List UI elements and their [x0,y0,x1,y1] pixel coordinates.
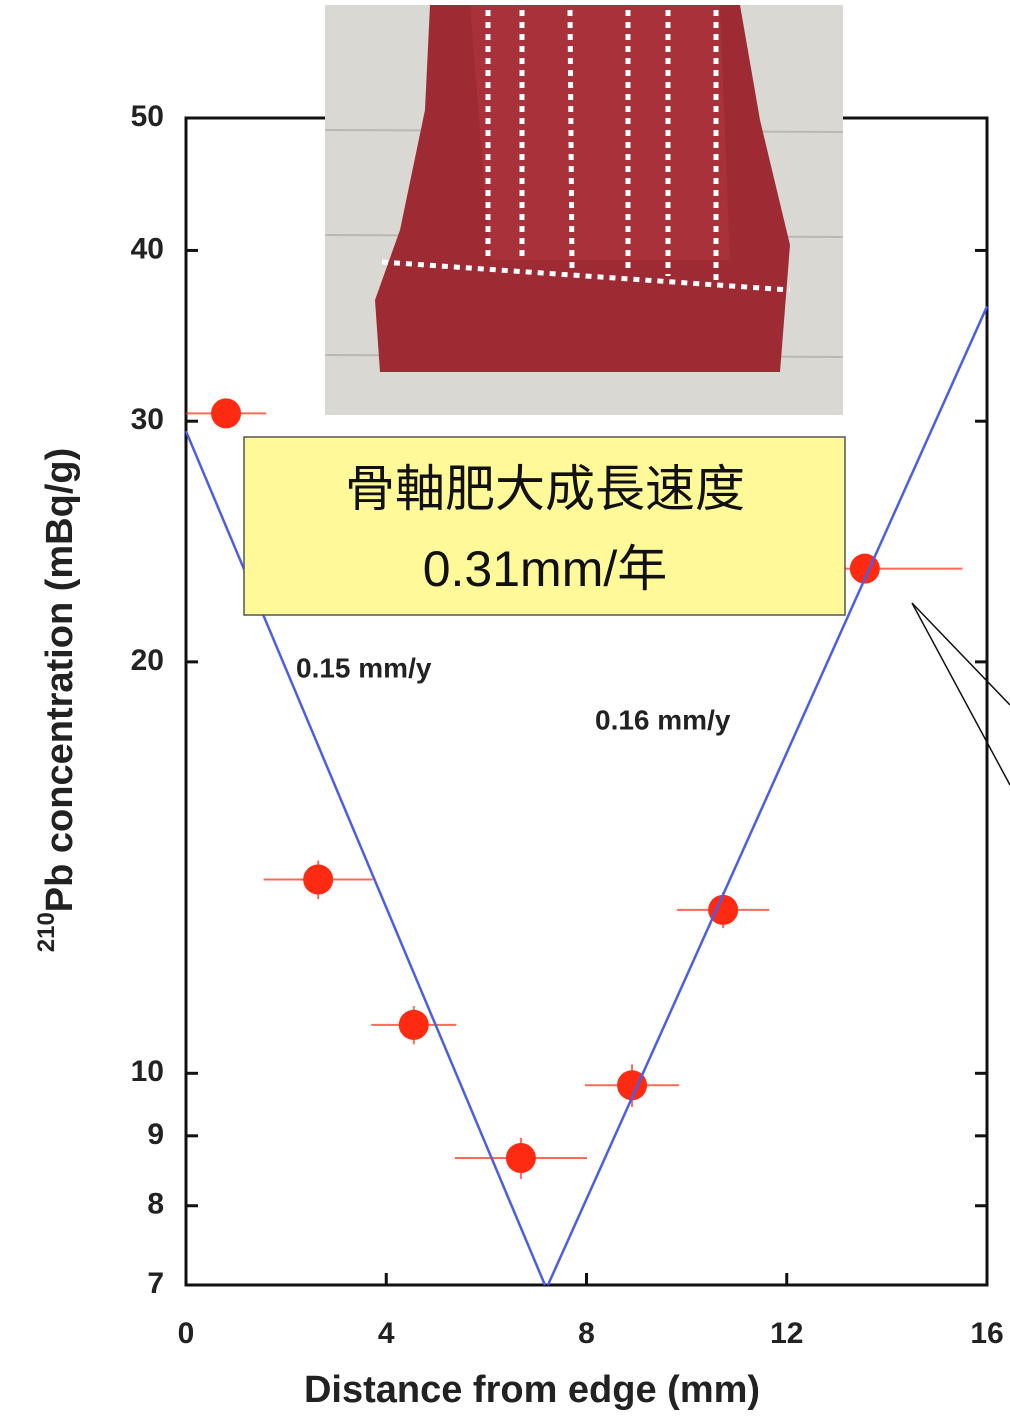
data-point [399,1010,429,1040]
photo-inset [325,5,843,415]
y-tick-label: 10 [131,1055,164,1088]
y-tick-label: 9 [147,1118,164,1151]
callout [912,603,1010,785]
data-point [303,865,333,895]
x-axis-label: Distance from edge (mm) [304,1369,760,1411]
y-tick-label: 50 [131,100,164,133]
y-tick-label: 20 [131,644,164,677]
x-tick-label: 12 [770,1317,803,1350]
annotation: 0.16 mm/y [595,704,731,735]
y-tick-label: 8 [147,1188,164,1221]
annotation: 0.15 mm/y [296,652,432,683]
x-tick-label: 16 [970,1317,1003,1350]
inset-text: 骨軸肥大成長速度 [345,461,745,517]
y-axis-label-sup: 210 [33,912,60,952]
x-tick-label: 4 [378,1317,395,1350]
y-tick-label: 30 [131,403,164,436]
x-tick-label: 8 [578,1317,595,1350]
y-axis-label-main: Pb concentration (mBq/g) [39,448,81,912]
x-tick-label: 0 [178,1317,195,1350]
chart: Distance from edge (mm) 210Pb concentrat… [0,0,1010,1422]
y-axis-label: 210Pb concentration (mBq/g) [33,448,81,953]
data-point [506,1143,536,1173]
y-tick-label: 7 [147,1267,164,1300]
y-tick-label: 40 [131,232,164,265]
inset-text: 0.31mm/年 [423,541,668,597]
data-point [211,398,241,428]
